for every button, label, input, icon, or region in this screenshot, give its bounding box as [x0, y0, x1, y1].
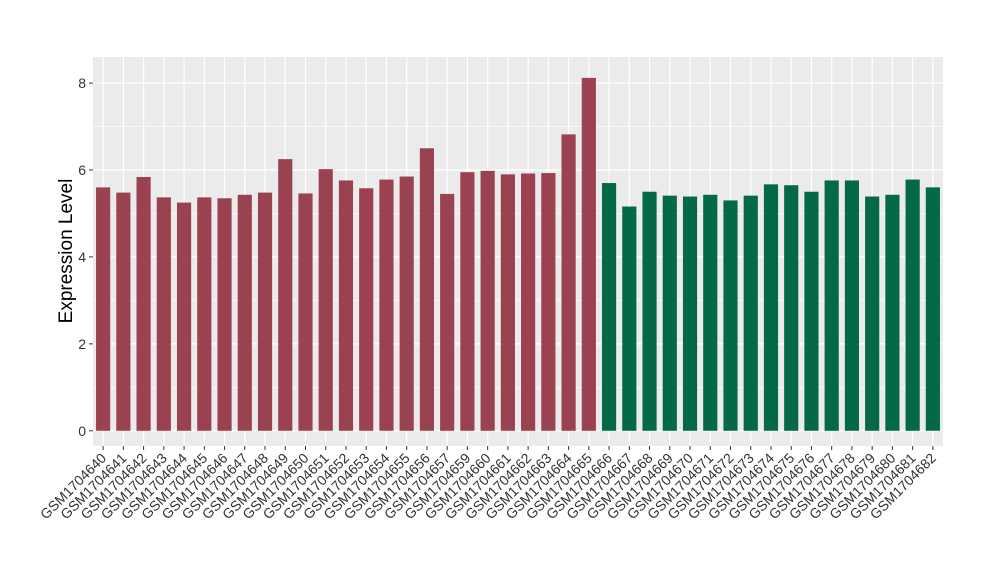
bar: [460, 172, 475, 431]
bar: [561, 134, 576, 431]
bar: [480, 170, 495, 431]
bar: [399, 176, 414, 431]
bar: [379, 179, 394, 431]
bar: [804, 191, 819, 431]
bar: [116, 192, 131, 431]
bar: [703, 194, 718, 431]
bar: [925, 187, 940, 431]
bar: [278, 159, 293, 431]
bar: [298, 193, 313, 431]
y-tick-label: 2: [78, 336, 86, 352]
bar: [784, 185, 799, 431]
bar: [824, 180, 839, 431]
y-tick-label: 8: [78, 75, 86, 91]
bar: [156, 197, 171, 431]
bar: [521, 173, 536, 431]
plot-panel: [93, 57, 943, 446]
bar: [96, 187, 111, 431]
bar: [865, 196, 880, 431]
bar: [440, 193, 455, 431]
bar: [359, 188, 374, 431]
bar: [905, 179, 920, 431]
y-tick-label: 0: [78, 423, 86, 439]
bar: [176, 202, 192, 431]
bar: [763, 184, 779, 431]
bar: [885, 194, 900, 431]
bar: [318, 169, 333, 431]
bar: [581, 77, 596, 431]
bar: [541, 173, 556, 431]
bar: [662, 195, 677, 431]
bar: [844, 180, 860, 431]
y-tick-label: 4: [78, 249, 86, 265]
bar: [338, 180, 354, 431]
bar: [743, 195, 758, 431]
bar: [622, 206, 637, 431]
bar: [257, 192, 273, 431]
bar: [237, 194, 252, 431]
x-axis: GSM1704640GSM1704641GSM1704642GSM1704643…: [37, 446, 939, 522]
bar: [500, 174, 515, 431]
y-axis-title: Expression Level: [56, 179, 77, 324]
bar: [682, 196, 698, 431]
bar: [197, 197, 212, 431]
bar: [217, 198, 232, 431]
y-axis: 0 2 4 6 8: [78, 75, 93, 439]
bar: [136, 176, 151, 431]
y-tick-label: 6: [78, 162, 86, 178]
bar: [601, 183, 617, 431]
bars: [96, 77, 940, 431]
bar: [642, 191, 657, 431]
bar: [723, 200, 738, 431]
bar: [419, 148, 435, 431]
